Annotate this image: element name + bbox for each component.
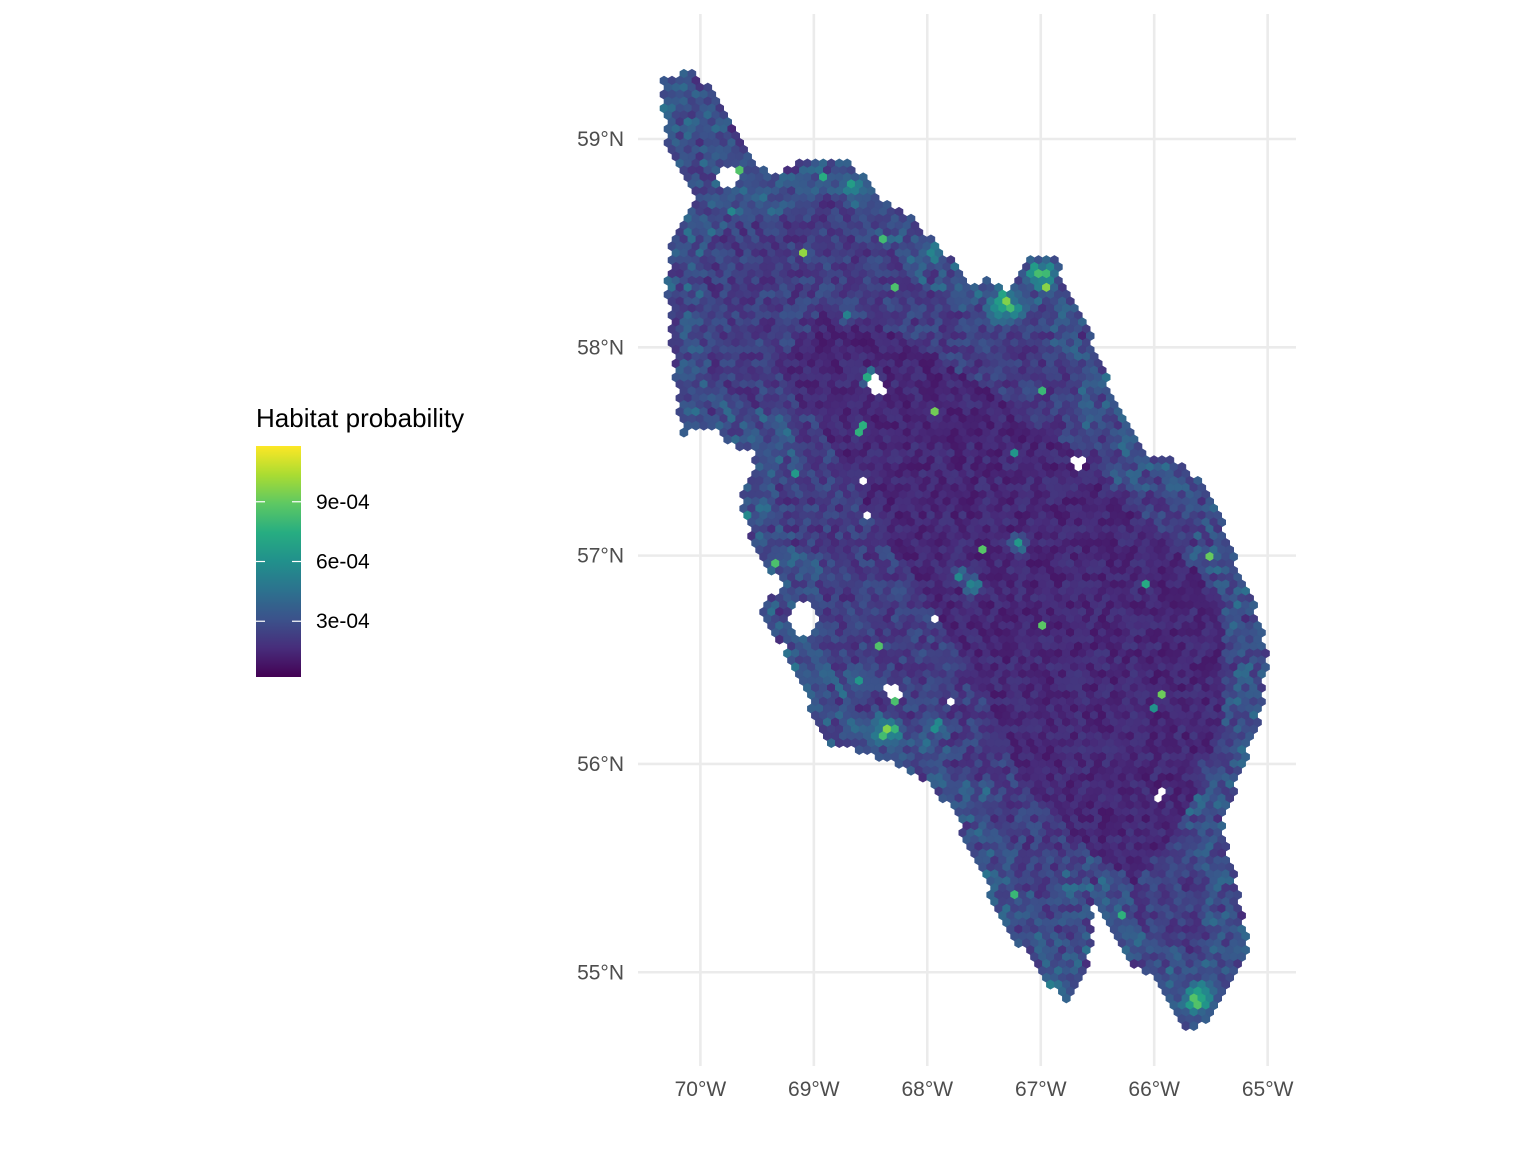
hex-cell xyxy=(691,420,701,431)
hex-cell xyxy=(834,738,844,749)
hex-cell xyxy=(894,758,904,769)
hex-cell xyxy=(826,738,836,749)
hex-cell xyxy=(767,565,776,576)
hex-cell xyxy=(874,751,884,762)
hex-cell xyxy=(862,745,872,755)
hex-cell xyxy=(699,420,709,431)
hex-cell xyxy=(938,793,948,804)
hex-cell xyxy=(743,441,752,452)
hex-cell xyxy=(723,158,733,169)
hex-cell xyxy=(882,751,892,762)
hex-cell xyxy=(679,427,689,438)
hexbin-layer xyxy=(659,68,1270,1031)
hex-cell xyxy=(906,765,916,776)
hex-cell xyxy=(854,745,864,755)
hex-cell xyxy=(918,772,928,783)
hex-cell xyxy=(1074,448,1083,459)
hex-cell xyxy=(735,441,745,452)
hex-cell xyxy=(842,738,852,749)
hex-cell xyxy=(723,434,733,445)
hex-cell xyxy=(799,593,808,604)
hex-cell xyxy=(707,420,717,431)
hex-cell xyxy=(775,634,784,645)
hex-cell xyxy=(886,676,896,686)
